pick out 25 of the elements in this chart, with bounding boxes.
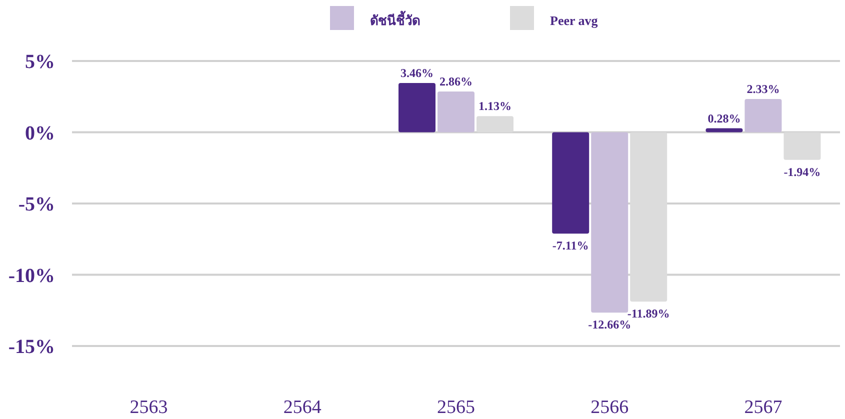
x-tick-label: 2563 bbox=[130, 397, 168, 418]
data-label: 2.86% bbox=[440, 74, 472, 88]
y-tick-label: 0% bbox=[25, 122, 55, 144]
x-tick-label: 2567 bbox=[744, 397, 782, 418]
bar bbox=[552, 132, 590, 234]
y-tick-label: -5% bbox=[18, 194, 55, 216]
bar bbox=[438, 91, 474, 132]
y-tick-label: -15% bbox=[8, 336, 55, 358]
data-label: 3.46% bbox=[400, 66, 434, 80]
data-label: 1.13% bbox=[478, 99, 512, 114]
bar bbox=[398, 82, 436, 132]
data-label: -7.11% bbox=[552, 238, 589, 253]
data-label: 0.28% bbox=[708, 111, 741, 126]
bar bbox=[744, 99, 782, 132]
x-tick-label: 2564 bbox=[283, 397, 322, 418]
legend-label: Peer avg bbox=[550, 13, 598, 28]
x-tick-label: 2566 bbox=[590, 397, 629, 418]
data-label: 2.33% bbox=[746, 82, 780, 96]
y-tick-label: -10% bbox=[8, 264, 55, 287]
y-tick-label: 5% bbox=[25, 51, 55, 73]
x-tick-label: 2565 bbox=[437, 397, 475, 418]
data-label: -1.94% bbox=[784, 164, 821, 179]
legend-label: ดัชนีชี้วัด bbox=[370, 10, 420, 28]
bar bbox=[591, 132, 628, 313]
bar bbox=[706, 128, 743, 132]
